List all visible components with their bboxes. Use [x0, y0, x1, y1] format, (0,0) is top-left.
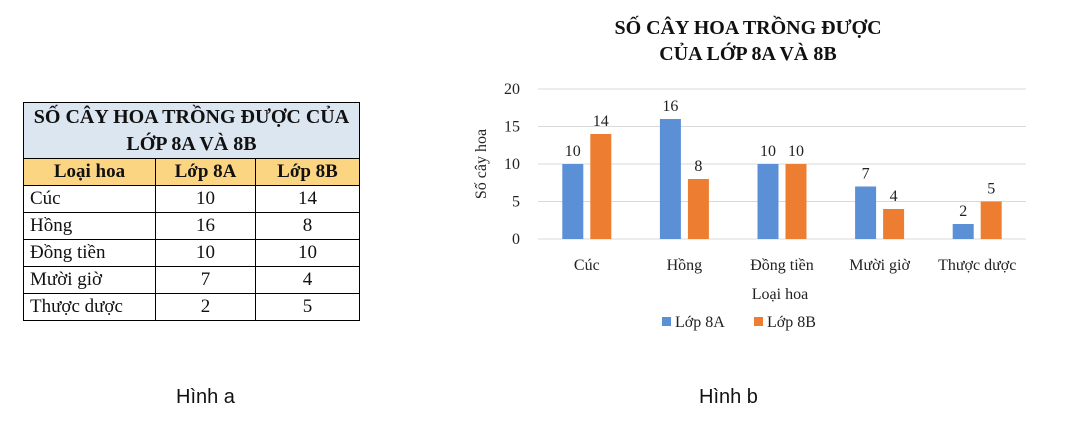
cell-8a-value: 10: [155, 185, 256, 213]
bar: [687, 179, 709, 239]
cell-8b-value: 10: [255, 239, 360, 267]
header-class-8a: Lớp 8A: [155, 158, 256, 186]
x-axis-label: Loại hoa: [752, 286, 808, 303]
bar: [562, 164, 584, 239]
data-label: 2: [959, 203, 967, 220]
data-label: 5: [987, 181, 995, 198]
y-tick-label: 0: [512, 231, 520, 248]
cell-8a-value: 16: [155, 212, 256, 240]
legend-label: Lớp 8A: [675, 314, 725, 331]
y-axis-label: Số cây hoa: [473, 129, 490, 199]
y-tick-label: 15: [504, 119, 520, 136]
table-row: Mười giờ 7 4: [23, 266, 360, 294]
gridlines: [538, 88, 1026, 240]
y-tick-label: 5: [512, 194, 520, 211]
data-label: 10: [788, 143, 804, 160]
axis-ticks: 0 5 10 15 20 Cúc Hồng Đồng tiền Mười giờ Thược dư…: [504, 81, 1016, 274]
table-row: Cúc 10 14: [23, 185, 360, 213]
bar-chart-svg: SỐ CÂY HOA TRỒNG ĐƯỢC CỦA LỚP 8A VÀ 8B 1…: [473, 15, 1026, 331]
figure-b-caption: Hình b: [699, 386, 758, 408]
bar: [590, 134, 612, 239]
legend-swatch: [662, 317, 671, 326]
bar: [855, 186, 877, 239]
bars: [562, 119, 1002, 239]
x-tick-label: Cúc: [574, 257, 600, 274]
y-tick-label: 20: [504, 81, 520, 98]
header-flower-type: Loại hoa: [23, 158, 156, 186]
legend-swatch: [754, 317, 763, 326]
header-class-8b: Lớp 8B: [255, 158, 360, 186]
bar-chart: SỐ CÂY HOA TRỒNG ĐƯỢC CỦA LỚP 8A VÀ 8B 1…: [460, 0, 1060, 345]
table-title-line1: SỐ CÂY HOA TRỒNG ĐƯỢC CỦA: [33, 105, 350, 128]
bar: [980, 201, 1002, 239]
cell-8a-value: 7: [155, 266, 256, 294]
cell-8a-value: 2: [155, 293, 256, 321]
cell-8b-value: 5: [255, 293, 360, 321]
table-title: SỐ CÂY HOA TRỒNG ĐƯỢC CỦA LỚP 8A VÀ 8B: [23, 102, 360, 159]
cell-flower-name: Thược dược: [23, 293, 156, 321]
bar: [883, 209, 905, 239]
cell-8b-value: 8: [255, 212, 360, 240]
data-label: 10: [760, 143, 776, 160]
cell-flower-name: Hồng: [23, 212, 156, 240]
cell-flower-name: Mười giờ: [23, 266, 156, 294]
chart-title-line1: SỐ CÂY HOA TRỒNG ĐƯỢC: [614, 15, 881, 39]
bar: [757, 164, 779, 239]
bar: [659, 119, 681, 239]
cell-8b-value: 14: [255, 185, 360, 213]
cell-8a-value: 10: [155, 239, 256, 267]
table-row: Hồng 16 8: [23, 212, 360, 240]
x-tick-label: Thược dược: [938, 257, 1016, 274]
data-label: 14: [593, 113, 609, 130]
cell-flower-name: Đồng tiền: [23, 239, 156, 267]
data-label: 4: [890, 188, 898, 205]
figure-a-caption: Hình a: [176, 386, 235, 408]
bar: [952, 224, 974, 239]
cell-8b-value: 4: [255, 266, 360, 294]
x-tick-label: Hồng: [667, 257, 703, 274]
flower-table: SỐ CÂY HOA TRỒNG ĐƯỢC CỦA LỚP 8A VÀ 8B L…: [23, 102, 360, 321]
chart-title-line2: CỦA LỚP 8A VÀ 8B: [659, 41, 836, 65]
flower-table-figure: SỐ CÂY HOA TRỒNG ĐƯỢC CỦA LỚP 8A VÀ 8B L…: [23, 102, 360, 321]
data-label: 16: [662, 98, 678, 115]
table-row: Đồng tiền 10 10: [23, 239, 360, 267]
cell-flower-name: Cúc: [23, 185, 156, 213]
data-labels: 10 14 16 8 10 10 7 4 2 5: [565, 98, 995, 220]
y-tick-label: 10: [504, 156, 520, 173]
legend-label: Lớp 8B: [767, 314, 816, 331]
table-title-line2: LỚP 8A VÀ 8B: [126, 132, 257, 155]
bar: [785, 164, 807, 239]
table-row: Thược dược 2 5: [23, 293, 360, 321]
x-tick-label: Mười giờ: [849, 257, 910, 274]
data-label: 10: [565, 143, 581, 160]
x-tick-label: Đồng tiền: [750, 257, 814, 274]
legend: Lớp 8A Lớp 8B: [662, 314, 816, 331]
data-label: 7: [862, 166, 870, 183]
data-label: 8: [694, 158, 702, 175]
